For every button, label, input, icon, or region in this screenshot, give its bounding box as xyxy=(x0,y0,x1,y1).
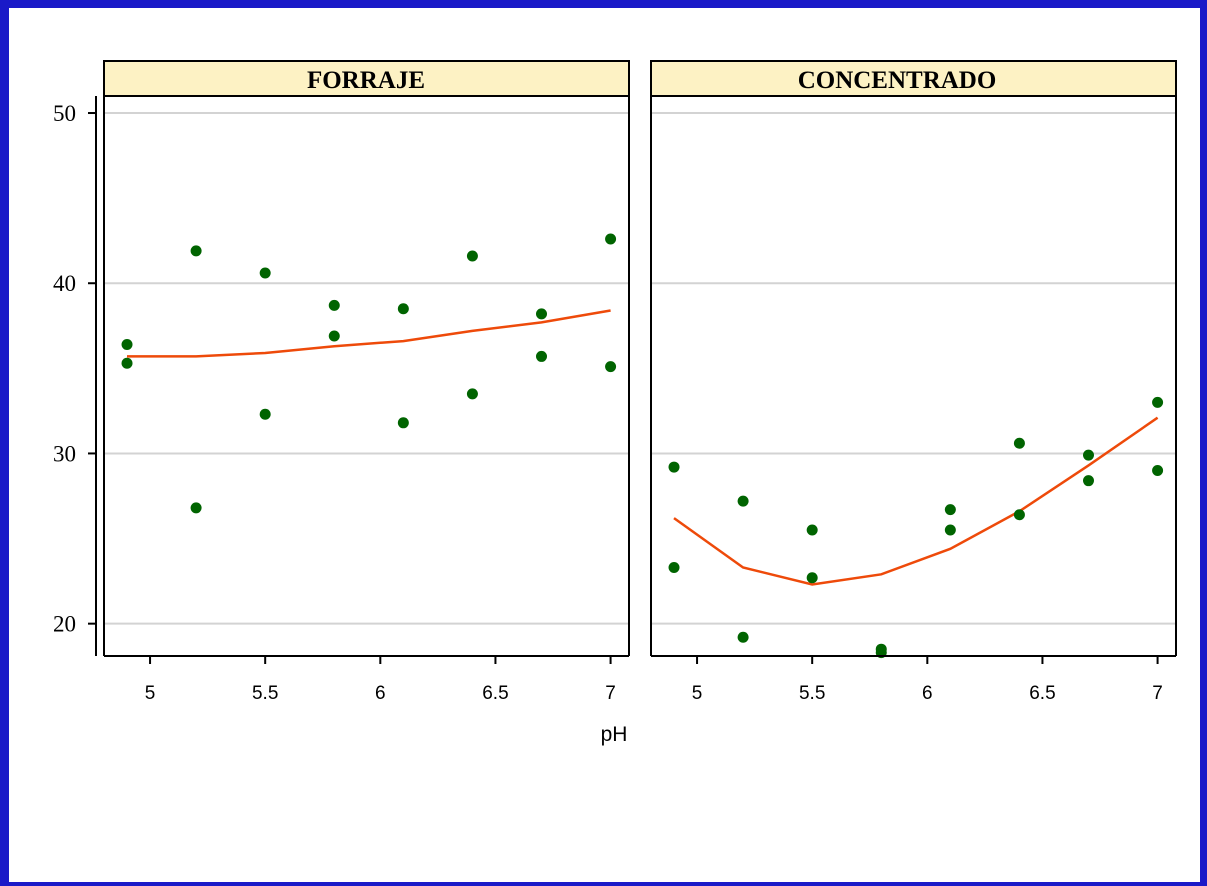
x-tick-label: 7 xyxy=(605,683,616,704)
data-point xyxy=(737,631,749,643)
panel-concentrado: CONCENTRADO 5 5.5 6 6.5 7 xyxy=(650,60,1177,704)
x-tick-label: 5 xyxy=(692,683,703,704)
y-tick-label: 20 xyxy=(53,612,76,637)
data-point xyxy=(190,502,202,514)
data-point xyxy=(121,357,133,369)
data-point xyxy=(397,303,409,315)
data-point xyxy=(259,267,271,279)
data-point xyxy=(536,350,547,362)
x-tick-label: 6 xyxy=(375,683,386,704)
grid-lines xyxy=(104,112,629,625)
strip-concentrado xyxy=(650,60,1177,97)
x-tick-label: 7 xyxy=(1152,683,1163,704)
fit-curve xyxy=(673,416,1159,586)
y-tick-label: 30 xyxy=(53,441,76,466)
data-point xyxy=(737,495,749,507)
panel-title-concentrado: CONCENTRADO xyxy=(798,67,997,94)
x-axis-ticks: 5 5.5 6 6.5 7 xyxy=(145,656,616,704)
x-tick-label: 6.5 xyxy=(1029,683,1055,704)
data-point xyxy=(536,308,547,320)
data-point xyxy=(944,524,956,536)
fit-curve xyxy=(127,309,611,358)
data-point xyxy=(328,330,340,342)
x-tick-label: 5.5 xyxy=(252,683,278,704)
data-points xyxy=(668,396,1164,659)
x-axis-ticks: 5 5.5 6 6.5 7 xyxy=(692,656,1163,704)
y-tick-label: 40 xyxy=(53,271,76,296)
x-tick-label: 6.5 xyxy=(482,683,508,704)
data-point xyxy=(466,388,478,400)
fit-line xyxy=(127,309,611,358)
data-point xyxy=(1083,475,1094,487)
data-point xyxy=(328,299,340,311)
data-point xyxy=(466,250,478,262)
data-point xyxy=(806,572,818,584)
data-point xyxy=(190,245,202,257)
data-point xyxy=(605,233,617,245)
x-tick-label: 5 xyxy=(145,683,156,704)
data-point xyxy=(259,408,271,420)
data-point xyxy=(1013,509,1025,521)
data-point xyxy=(121,339,133,351)
data-point xyxy=(605,361,617,373)
data-point xyxy=(668,561,680,573)
data-point xyxy=(944,504,956,516)
data-point xyxy=(1152,464,1164,476)
y-tick-label: 50 xyxy=(53,101,76,126)
data-point xyxy=(1152,396,1164,408)
data-point xyxy=(1013,437,1025,449)
y-axis: 20 30 40 50 xyxy=(53,96,97,656)
x-tick-label: 5.5 xyxy=(799,683,825,704)
x-axis-label: pH xyxy=(601,723,628,746)
data-point xyxy=(806,524,818,536)
data-points xyxy=(121,233,617,514)
panel-forraje: FORRAJE 5 5.5 6 6.5 7 xyxy=(103,60,630,704)
data-point xyxy=(1083,449,1094,461)
x-tick-label: 6 xyxy=(922,683,933,704)
fit-line xyxy=(673,416,1159,586)
panel-title-forraje: FORRAJE xyxy=(307,67,425,94)
strip-forraje xyxy=(103,60,630,97)
data-point xyxy=(397,417,409,429)
grid-lines xyxy=(651,112,1176,625)
data-point xyxy=(668,461,680,473)
